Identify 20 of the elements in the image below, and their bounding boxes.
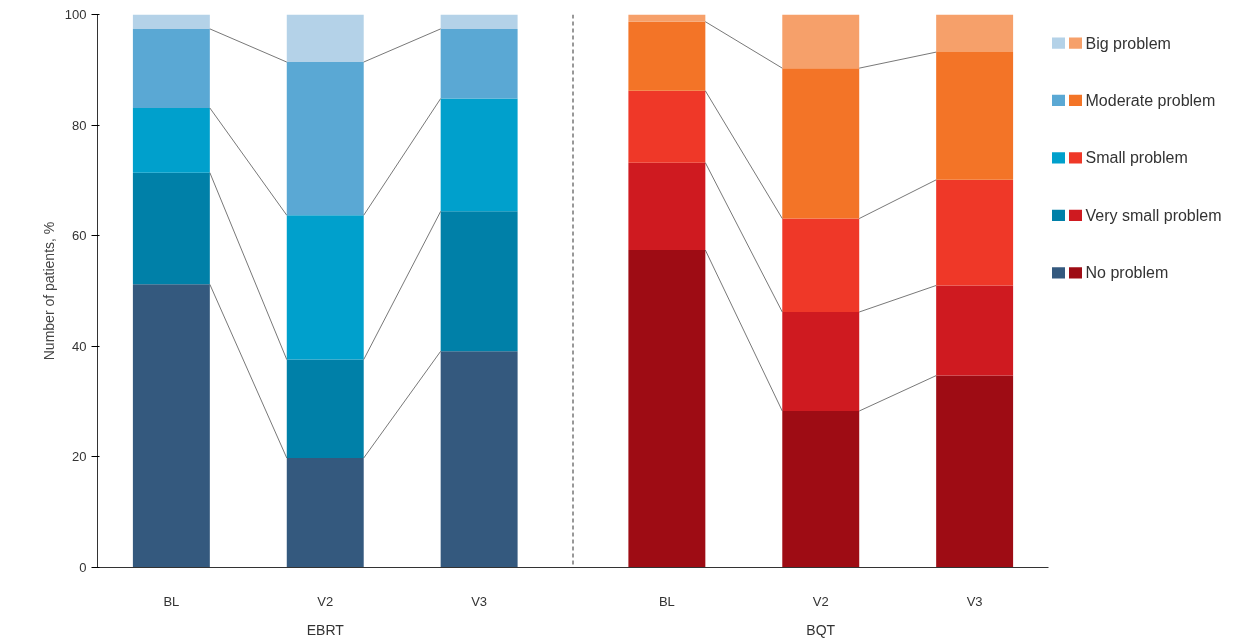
x-tick-label: V3 <box>966 593 983 609</box>
text: BQT <box>806 621 836 638</box>
x-tick-label: BL <box>163 593 180 609</box>
y-tick-label: 0 <box>79 560 87 575</box>
x-tick-label: BL <box>658 593 675 609</box>
legend-label: Big problem <box>1085 34 1171 52</box>
y-tick-label: 20 <box>72 449 87 465</box>
y-tick-label: 80 <box>72 117 87 133</box>
x-tick-label: V3 <box>471 593 488 609</box>
legend-label: Very small problem <box>1085 206 1222 224</box>
legend-label: Small problem <box>1085 149 1188 167</box>
y-tick-label: 60 <box>72 228 87 244</box>
legend-label: Moderate problem <box>1085 91 1216 109</box>
y-tick-label: 40 <box>72 338 87 354</box>
text: EBRT <box>306 621 345 638</box>
legend-label: No problem <box>1085 264 1169 282</box>
y-tick-label: 100 <box>64 7 87 22</box>
y-axis-title: Number of patients, % <box>40 221 57 361</box>
x-tick-label: V2 <box>812 593 829 609</box>
x-tick-label: V2 <box>317 593 334 609</box>
